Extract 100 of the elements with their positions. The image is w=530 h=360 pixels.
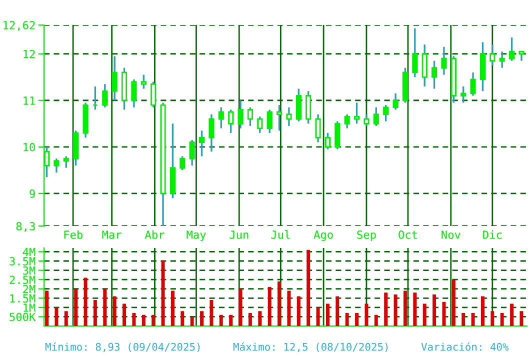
- bar: [413, 292, 417, 326]
- candlestick: [315, 114, 321, 144]
- y-tick-label: 3.5M: [10, 257, 36, 266]
- x-tick-label: Dic: [483, 230, 502, 239]
- bar: [520, 311, 524, 326]
- x-tick-label: Nov: [442, 230, 460, 239]
- candlestick: [324, 132, 330, 150]
- bar: [287, 290, 291, 326]
- y-tick-label: 4M: [22, 248, 36, 256]
- bar: [374, 314, 378, 326]
- bar: [74, 288, 78, 326]
- bar: [170, 290, 174, 326]
- candlestick: [131, 78, 137, 108]
- y-tick-label: 12,62: [4, 21, 35, 31]
- y-tick-label: 1.5M: [10, 294, 36, 303]
- bar: [229, 314, 233, 326]
- bar: [480, 296, 484, 326]
- candlestick: [296, 88, 302, 122]
- bar: [180, 311, 184, 326]
- candlestick: [373, 106, 379, 127]
- bar: [510, 304, 514, 326]
- bar: [278, 281, 281, 326]
- bar: [268, 287, 272, 326]
- candlestick: [364, 114, 370, 127]
- bar: [93, 300, 97, 326]
- bar: [122, 304, 126, 326]
- bar: [306, 250, 310, 326]
- y-tick-label: 12: [24, 50, 35, 58]
- candlestick: [383, 104, 389, 122]
- candlestick: [218, 106, 224, 130]
- bar: [452, 280, 456, 326]
- y-tick-label: 10: [24, 142, 35, 152]
- y-tick-label: 500K: [10, 312, 36, 322]
- candlestick: [257, 116, 263, 134]
- bar: [326, 304, 330, 326]
- candlestick: [412, 27, 418, 78]
- candlestick: [334, 120, 340, 150]
- y-tick-label: 1M: [24, 304, 36, 312]
- bar: [442, 302, 446, 326]
- bar: [394, 294, 398, 326]
- candlestick: [392, 92, 398, 111]
- candlestick: [441, 46, 447, 76]
- candlestick: [306, 90, 312, 124]
- text: Mínimo: 8,93 (09/04/2025): [45, 342, 200, 352]
- bar: [432, 294, 436, 326]
- candlestick: [518, 50, 524, 62]
- bar: [132, 313, 136, 326]
- bar: [54, 307, 58, 326]
- bar: [490, 311, 494, 326]
- bar: [103, 288, 107, 326]
- candlestick: [460, 86, 466, 104]
- candlestick: [470, 72, 476, 97]
- y-tick-label: 11: [24, 96, 35, 105]
- x-tick-label: May: [186, 230, 206, 241]
- candlestick: [499, 50, 505, 69]
- bar: [152, 314, 156, 326]
- bar: [316, 307, 320, 326]
- bar: [219, 314, 223, 326]
- candlestick: [286, 106, 292, 127]
- candlestick: [509, 36, 515, 62]
- bar: [296, 296, 300, 326]
- bar: [210, 300, 214, 326]
- candlestick: [266, 108, 272, 134]
- bar: [355, 313, 359, 326]
- y-tick-label: 9: [30, 189, 35, 198]
- bar: [45, 290, 48, 326]
- bar: [422, 304, 426, 326]
- bar: [200, 311, 204, 326]
- bar: [190, 316, 194, 326]
- bar: [258, 311, 262, 326]
- bar: [161, 261, 165, 326]
- x-tick-label: Sep: [357, 230, 376, 241]
- bar: [403, 290, 407, 326]
- candlestick: [102, 83, 108, 108]
- text: Máximo: 12,5 (08/10/2025): [233, 342, 388, 352]
- candlestick: [199, 130, 205, 158]
- x-tick-label: Jul: [271, 230, 290, 239]
- candlestick: [189, 139, 195, 166]
- x-tick-label: Mar: [102, 230, 122, 239]
- y-tick-label: 3M: [23, 266, 36, 275]
- x-tick-label: Abr: [144, 230, 164, 239]
- bar: [142, 314, 146, 326]
- candlestick: [54, 158, 60, 174]
- bar: [462, 313, 466, 326]
- x-tick-label: Oct: [398, 230, 417, 239]
- bar: [364, 304, 368, 326]
- bar: [112, 296, 116, 326]
- bar: [384, 292, 388, 326]
- bar: [336, 296, 340, 326]
- candlestick: [228, 108, 234, 134]
- candlestick: [247, 106, 253, 127]
- candlestick: [150, 80, 156, 108]
- x-tick-label: Feb: [64, 230, 82, 239]
- bar: [248, 313, 252, 326]
- x-tick-label: Jun: [230, 230, 248, 239]
- candlestick: [63, 155, 69, 169]
- y-tick-label: 2.5M: [10, 276, 36, 284]
- bar: [238, 288, 242, 326]
- y-tick-label: 8,3: [16, 222, 35, 232]
- bar: [500, 313, 504, 326]
